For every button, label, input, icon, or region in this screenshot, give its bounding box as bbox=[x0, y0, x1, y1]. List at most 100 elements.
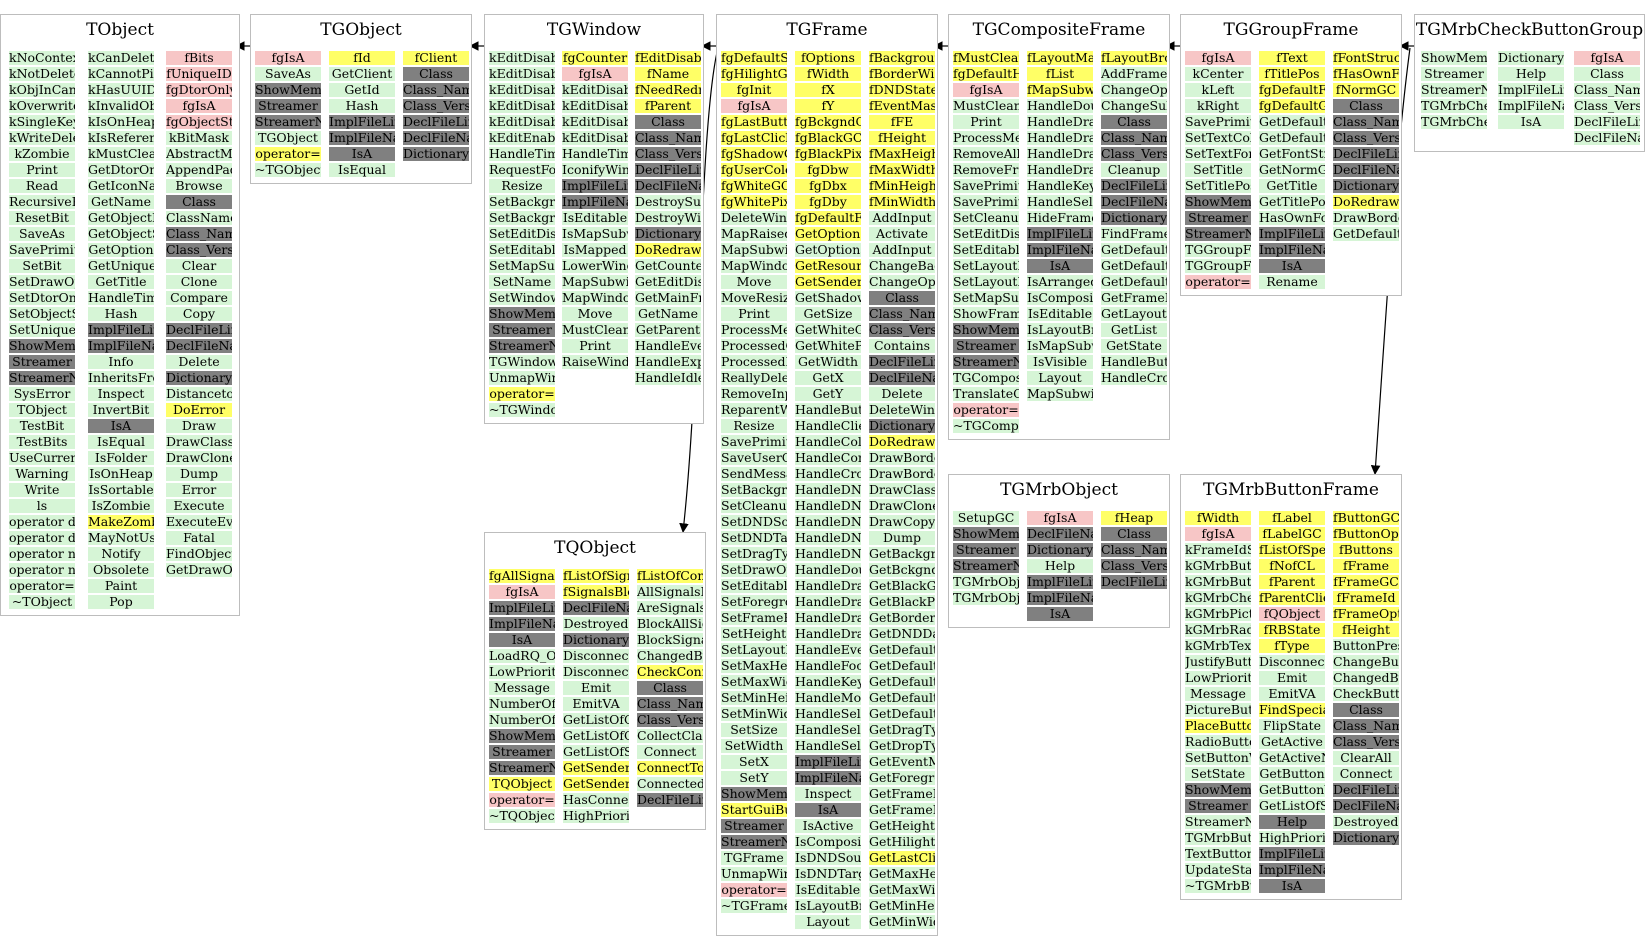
member-cell: DeclFileName bbox=[1333, 163, 1399, 177]
member-cell: SetMapSubwindows bbox=[489, 259, 555, 273]
member-cell: Class_Name bbox=[403, 83, 469, 97]
member-cell: ImplFileLine bbox=[88, 323, 154, 337]
member-cell: RaiseWindow bbox=[562, 355, 628, 369]
member-cell: fgIsA bbox=[953, 83, 1019, 97]
member-cell: ChangedBy bbox=[637, 649, 703, 663]
member-cell: HasOwnFont bbox=[1259, 211, 1325, 225]
member-cell: fgCounter bbox=[562, 51, 628, 65]
member-cell: IsMapSubwindows bbox=[562, 227, 628, 241]
member-cell: fQObject bbox=[1259, 607, 1325, 621]
class-box-tgwindow: TGWindow kEditDisableHeight kEditDisableKe… bbox=[484, 14, 704, 424]
member-cell: Class_Name bbox=[1333, 115, 1399, 129]
member-cell: ImplFileLine bbox=[795, 755, 861, 769]
member-cell: Streamer bbox=[721, 819, 787, 833]
member-cell: PlaceButtons bbox=[1185, 719, 1251, 733]
member-cell: Streamer bbox=[953, 339, 1019, 353]
class-title: TGMrbButtonFrame bbox=[1203, 480, 1379, 500]
member-cell: DeleteWindow bbox=[869, 403, 935, 417]
member-cell: HandleDragDrop bbox=[1027, 115, 1093, 129]
member-cell: kEditDisableGrab bbox=[562, 131, 628, 145]
member-cell: kEditEnable bbox=[489, 131, 555, 145]
member-cell: Layout bbox=[1027, 371, 1093, 385]
member-cell: RecursiveRemove bbox=[9, 195, 75, 209]
member-cell: fFrameGC bbox=[1333, 575, 1399, 589]
member-cell: SetWindowName bbox=[489, 291, 555, 305]
member-cell: UseCurrentStyle bbox=[9, 451, 75, 465]
member-cell: GetUniqueID bbox=[88, 259, 154, 273]
member-cell: MakeZombie bbox=[88, 515, 154, 529]
member-cell: fBits bbox=[166, 51, 232, 65]
member-cell: fgLastClick bbox=[721, 131, 787, 145]
member-cell: IsActive bbox=[795, 819, 861, 833]
member-cell: HandleSelectionRequest bbox=[795, 739, 861, 753]
member-cell: SetForegroundColor bbox=[721, 595, 787, 609]
member-cell: ShowMembers bbox=[1421, 51, 1487, 65]
member-cell: Write bbox=[9, 483, 75, 497]
member-cell: fgBlackPixel bbox=[795, 147, 861, 161]
member-cell: GetButtonWidth bbox=[1259, 783, 1325, 797]
member-cell: GetFontStruct bbox=[1259, 147, 1325, 161]
member-cell: DestroySubwindows bbox=[635, 195, 701, 209]
member-cell: fgIsA bbox=[255, 51, 321, 65]
member-cell: SetTextColor bbox=[1185, 131, 1251, 145]
member-cell: FindSpecialButton bbox=[1259, 703, 1325, 717]
member-cell: FlipState bbox=[1259, 719, 1325, 733]
member-cell: operator new[] bbox=[9, 563, 75, 577]
member-cell: DeclFileName bbox=[403, 131, 469, 145]
member-cell: kEditDisableLayout bbox=[489, 83, 555, 97]
member-cell: ImplFileLine bbox=[1027, 575, 1093, 589]
member-cell: RequestFocus bbox=[489, 163, 555, 177]
member-cell: GetObjectStat bbox=[88, 227, 154, 241]
member-cell: fEditDisabled bbox=[635, 51, 701, 65]
member-cell: DoRedraw bbox=[869, 435, 935, 449]
member-cell: GetButton bbox=[1259, 767, 1325, 781]
member-cell: SetLayoutManager bbox=[953, 275, 1019, 289]
member-cell: Copy bbox=[166, 307, 232, 321]
member-cell: TestBit bbox=[9, 419, 75, 433]
member-cell: TGCompositeFrame bbox=[953, 371, 1019, 385]
member-cell: JustifyButton bbox=[1185, 655, 1251, 669]
member-cell: EmitVA bbox=[1259, 687, 1325, 701]
member-cell: CheckConnectArgs bbox=[637, 665, 703, 679]
member-cell: GetWhitePixel bbox=[795, 339, 861, 353]
member-cell: fgWhiteGC bbox=[721, 179, 787, 193]
member-cell: HandleExpose bbox=[635, 355, 701, 369]
member-cell: SetWidth bbox=[721, 739, 787, 753]
member-cell: ButtonPressed bbox=[1333, 639, 1399, 653]
member-cell: Rename bbox=[1259, 275, 1325, 289]
member-cell: kOverwrite bbox=[9, 99, 75, 113]
member-cell: IsVisible bbox=[1027, 355, 1093, 369]
member-cell: GetActive bbox=[1259, 735, 1325, 749]
member-cell: ImplFileName bbox=[1259, 863, 1325, 877]
member-cell: ~TObject bbox=[9, 595, 75, 609]
member-cell: StreamerNVirtual bbox=[953, 355, 1019, 369]
member-cell: ImplFileName bbox=[1498, 99, 1564, 113]
member-cell: SaveAs bbox=[9, 227, 75, 241]
member-cell: Class bbox=[1333, 703, 1399, 717]
member-cell: GetSender bbox=[795, 275, 861, 289]
member-cell: Move bbox=[562, 307, 628, 321]
member-cell: GetCounter bbox=[635, 259, 701, 273]
member-cell: DeclFileLine bbox=[1333, 783, 1399, 797]
member-cell: GetMaxWidth bbox=[869, 883, 935, 897]
member-cell: DistancetoPrimitive bbox=[166, 387, 232, 401]
member-cell: fNofCL bbox=[1259, 559, 1325, 573]
member-cell: GetFrameElement bbox=[869, 787, 935, 801]
member-cell: SetLayoutBroken bbox=[721, 643, 787, 657]
member-cell: SetBackgroundColor bbox=[721, 483, 787, 497]
member-cell: Class bbox=[637, 681, 703, 695]
member-cell: SetBit bbox=[9, 259, 75, 273]
member-cell: GetParent bbox=[635, 323, 701, 337]
member-cell: GetDragType bbox=[869, 723, 935, 737]
member-cell: fgLastButton bbox=[721, 115, 787, 129]
member-cell: kZombie bbox=[9, 147, 75, 161]
member-cell: SetBackgroundColor bbox=[489, 195, 555, 209]
member-cell: Emit bbox=[1259, 671, 1325, 685]
member-cell: GetList bbox=[1101, 323, 1167, 337]
member-cell: Dictionary bbox=[1333, 179, 1399, 193]
member-cell: Class_Name bbox=[1574, 83, 1640, 97]
member-cell: HandleDragMotion bbox=[1027, 163, 1093, 177]
member-cell: SetEditable bbox=[953, 243, 1019, 257]
member-cell: StreamerNVirtual bbox=[489, 339, 555, 353]
member-cell: fMustCleanup bbox=[953, 51, 1019, 65]
